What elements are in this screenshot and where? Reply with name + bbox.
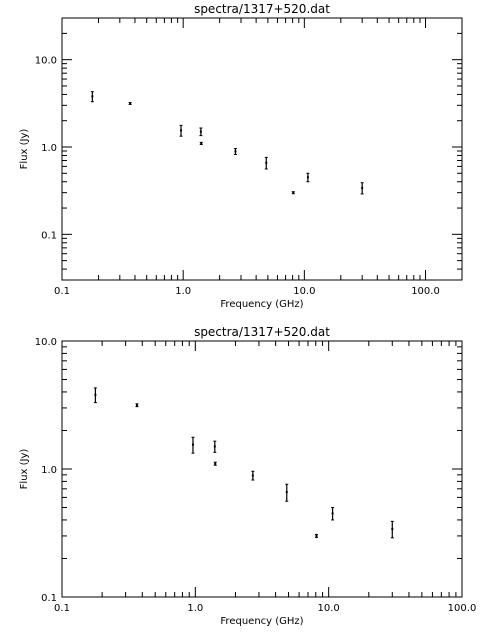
chart-1: 0.1 1.0 10.0 100.0 0.1 1.0 10.0 spectra/1317+52…: [19, 2, 463, 310]
point-marker: [331, 512, 334, 515]
point-marker: [285, 491, 288, 494]
data-point: [264, 156, 268, 170]
data-point: [314, 533, 318, 538]
data-point: [93, 387, 97, 404]
data-point: [331, 507, 335, 521]
point-marker: [91, 95, 94, 98]
data-point: [233, 148, 237, 156]
data-point: [306, 172, 310, 183]
point-marker: [135, 404, 138, 407]
x-tick-label: 0.1: [54, 286, 70, 297]
point-marker: [292, 191, 295, 194]
chart-2: 0.1 1.0 10.0 100.0 0.1 1.0 10.0 spectra/1317+52…: [19, 325, 476, 627]
data-point: [213, 440, 217, 453]
point-marker: [391, 527, 394, 530]
point-marker: [306, 176, 309, 179]
point-marker: [180, 129, 183, 132]
x-tick-label: 0.1: [54, 603, 70, 614]
data-point: [251, 470, 255, 481]
point-marker: [234, 150, 237, 153]
data-point: [199, 127, 203, 137]
data-point: [199, 141, 203, 145]
y-tick-label: 10.0: [35, 56, 57, 67]
point-marker: [213, 445, 216, 448]
data-point: [213, 461, 217, 466]
plot-frame: [61, 340, 463, 598]
point-marker: [191, 443, 194, 446]
point-marker: [361, 186, 364, 189]
y-tick-label: 0.1: [41, 593, 57, 604]
x-tick-label: 100.0: [411, 286, 440, 297]
y-tick-label: 0.1: [41, 230, 57, 241]
point-marker: [315, 534, 318, 537]
y-axis-label: Flux (Jy): [19, 129, 30, 170]
data-point: [191, 436, 195, 454]
y-tick-label: 1.0: [41, 143, 57, 154]
data-point: [179, 124, 183, 137]
data-point: [390, 520, 394, 539]
x-axis-label: Frequency (GHz): [220, 299, 303, 310]
point-marker: [214, 462, 217, 465]
data-point: [291, 191, 295, 195]
data-point: [360, 182, 364, 195]
y-tick-label: 1.0: [41, 465, 57, 476]
x-tick-label: 100.0: [448, 603, 477, 614]
data-point: [135, 403, 139, 408]
chart-title: spectra/1317+520.dat: [194, 2, 330, 16]
chart-title: spectra/1317+520.dat: [194, 325, 330, 339]
y-axis-label: Flux (Jy): [19, 449, 30, 490]
plot-frame: [61, 17, 463, 281]
data-point: [90, 91, 94, 103]
point-marker: [200, 142, 203, 145]
x-axis-label: Frequency (GHz): [220, 616, 303, 627]
point-marker: [265, 161, 268, 164]
x-tick-label: 1.0: [175, 286, 191, 297]
x-tick-label: 10.0: [318, 603, 340, 614]
point-marker: [251, 474, 254, 477]
point-marker: [129, 102, 132, 105]
data-point: [128, 102, 132, 105]
point-marker: [94, 393, 97, 396]
x-tick-label: 1.0: [187, 603, 203, 614]
x-tick-label: 10.0: [293, 286, 315, 297]
point-marker: [199, 130, 202, 133]
y-tick-label: 10.0: [35, 337, 57, 348]
data-point: [285, 483, 289, 502]
